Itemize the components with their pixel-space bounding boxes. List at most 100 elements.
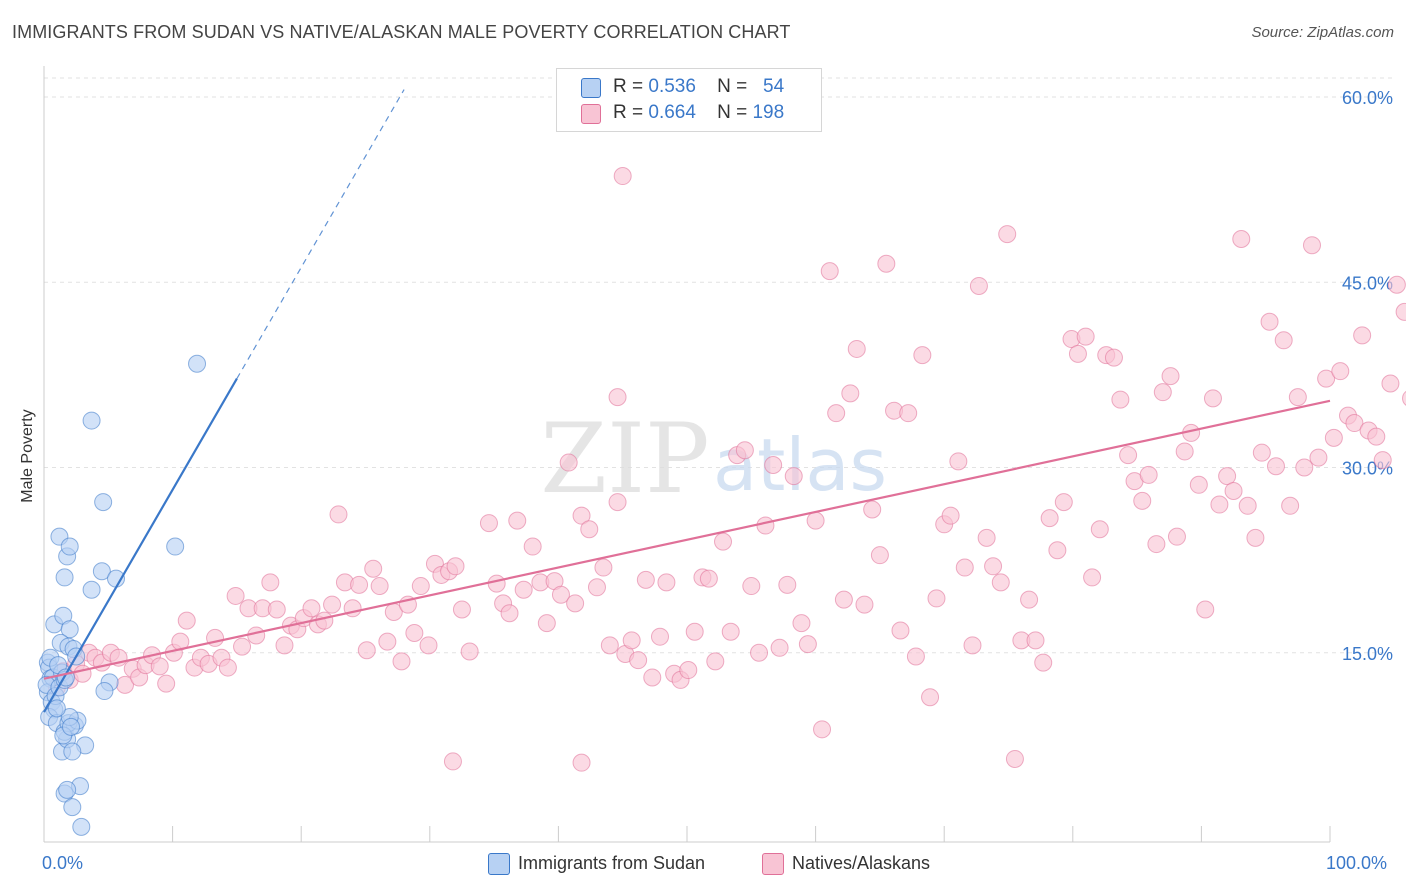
point-natives xyxy=(622,631,641,650)
point-natives xyxy=(855,595,874,614)
point-natives xyxy=(1232,230,1251,249)
point-sudan xyxy=(82,580,101,599)
point-natives xyxy=(899,404,918,423)
point-natives xyxy=(955,558,974,577)
point-natives xyxy=(991,573,1010,592)
point-sudan xyxy=(62,717,81,736)
point-natives xyxy=(1203,389,1222,408)
point-natives xyxy=(949,452,968,471)
point-natives xyxy=(863,500,882,519)
bottom-legend-label: Natives/Alaskans xyxy=(792,853,931,873)
point-natives xyxy=(572,506,591,525)
point-natives xyxy=(1189,475,1208,494)
point-natives xyxy=(1040,509,1059,528)
point-natives xyxy=(636,570,655,589)
point-sudan xyxy=(72,817,91,836)
point-natives xyxy=(405,623,424,642)
point-natives xyxy=(537,614,556,633)
point-natives xyxy=(1238,496,1257,515)
point-natives xyxy=(580,520,599,539)
bottom-legend-swatch-pink xyxy=(762,853,784,875)
bottom-legend-label: Immigrants from Sudan xyxy=(518,853,706,873)
x-tick-label-max: 100.0% xyxy=(1326,853,1388,873)
point-natives xyxy=(1395,302,1406,321)
point-natives xyxy=(566,594,585,613)
point-natives xyxy=(500,604,519,623)
point-natives xyxy=(1266,457,1285,476)
point-natives xyxy=(657,573,676,592)
point-natives xyxy=(1218,467,1237,486)
point-natives xyxy=(613,167,632,186)
point-natives xyxy=(1317,369,1336,388)
point-natives xyxy=(1090,520,1109,539)
point-natives xyxy=(1302,236,1321,255)
legend-n-value: 198 xyxy=(752,102,785,123)
point-natives xyxy=(559,453,578,472)
point-natives xyxy=(1402,390,1406,406)
point-natives xyxy=(323,595,342,614)
point-natives xyxy=(514,580,533,599)
source-label: Source: ZipAtlas.com xyxy=(1251,24,1394,41)
point-natives xyxy=(150,657,169,676)
y-tick-label: 45.0% xyxy=(1342,273,1393,293)
point-natives xyxy=(1111,390,1130,409)
point-natives xyxy=(841,384,860,403)
point-natives xyxy=(508,511,527,530)
point-natives xyxy=(927,589,946,608)
trend-line-sudan xyxy=(43,378,238,713)
series-natives-alaskans xyxy=(47,167,1406,772)
point-natives xyxy=(750,643,769,662)
point-natives xyxy=(764,456,783,475)
point-natives xyxy=(419,636,438,655)
point-natives xyxy=(523,537,542,556)
point-natives xyxy=(364,559,383,578)
point-natives xyxy=(608,493,627,512)
point-natives xyxy=(721,622,740,641)
legend-r-label: R = xyxy=(613,102,644,123)
trend-line-natives xyxy=(43,399,1331,680)
point-natives xyxy=(392,652,411,671)
point-natives xyxy=(157,674,176,693)
y-tick-labels: 15.0%30.0%45.0%60.0% xyxy=(1342,88,1393,664)
point-natives xyxy=(798,635,817,654)
point-natives xyxy=(1175,442,1194,461)
point-natives xyxy=(1373,451,1392,470)
point-natives xyxy=(411,577,430,596)
point-natives xyxy=(1210,495,1229,514)
point-natives xyxy=(813,720,832,739)
point-natives xyxy=(1331,362,1350,381)
point-natives xyxy=(963,636,982,655)
point-natives xyxy=(977,528,996,547)
point-natives xyxy=(315,611,334,630)
point-sudan xyxy=(58,780,77,799)
point-sudan xyxy=(55,568,74,587)
point-natives xyxy=(594,558,613,577)
legend-r-label: R = xyxy=(613,76,644,97)
point-natives xyxy=(1048,541,1067,560)
point-natives xyxy=(891,621,910,640)
point-natives xyxy=(1068,344,1087,363)
point-natives xyxy=(792,614,811,633)
point-natives xyxy=(827,404,846,423)
point-natives xyxy=(261,573,280,592)
point-natives xyxy=(913,346,932,365)
point-natives xyxy=(921,688,940,707)
point-natives xyxy=(969,276,988,295)
bottom-legend-swatch-blue xyxy=(488,853,510,875)
point-natives xyxy=(699,569,718,588)
point-natives xyxy=(877,254,896,273)
trend-lines xyxy=(43,89,1331,713)
point-natives xyxy=(706,652,725,671)
point-natives xyxy=(650,627,669,646)
y-tick-label: 60.0% xyxy=(1342,88,1393,108)
point-sudan xyxy=(63,798,82,817)
point-natives xyxy=(784,467,803,486)
point-natives xyxy=(685,622,704,641)
point-natives xyxy=(1034,653,1053,672)
point-natives xyxy=(820,262,839,281)
point-sudan xyxy=(60,537,79,556)
point-natives xyxy=(1139,465,1158,484)
point-sudan xyxy=(82,411,101,430)
point-natives xyxy=(452,600,471,619)
point-natives xyxy=(870,546,889,565)
